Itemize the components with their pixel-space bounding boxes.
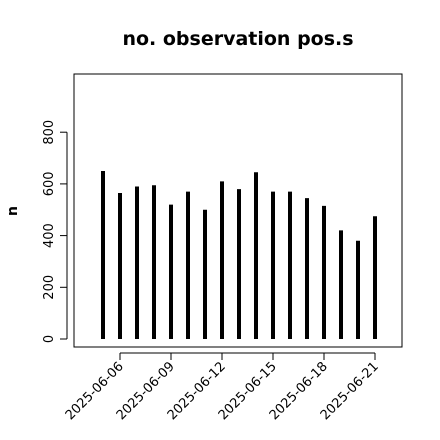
y-tick-label: 800 [42, 120, 57, 145]
y-axis-label: n [5, 206, 21, 216]
y-tick-label: 0 [42, 335, 57, 343]
y-axis: 0 200 400 600 800 [42, 120, 68, 343]
x-axis: 2025-06-062025-06-092025-06-122025-06-15… [63, 352, 382, 423]
plot-frame [73, 73, 403, 348]
y-tick-label: 200 [42, 275, 57, 300]
y-tick-label: 400 [42, 223, 57, 248]
y-tick-label: 600 [42, 171, 57, 196]
chart-title: no. observation pos.s [122, 28, 353, 50]
bars [101, 170, 377, 339]
